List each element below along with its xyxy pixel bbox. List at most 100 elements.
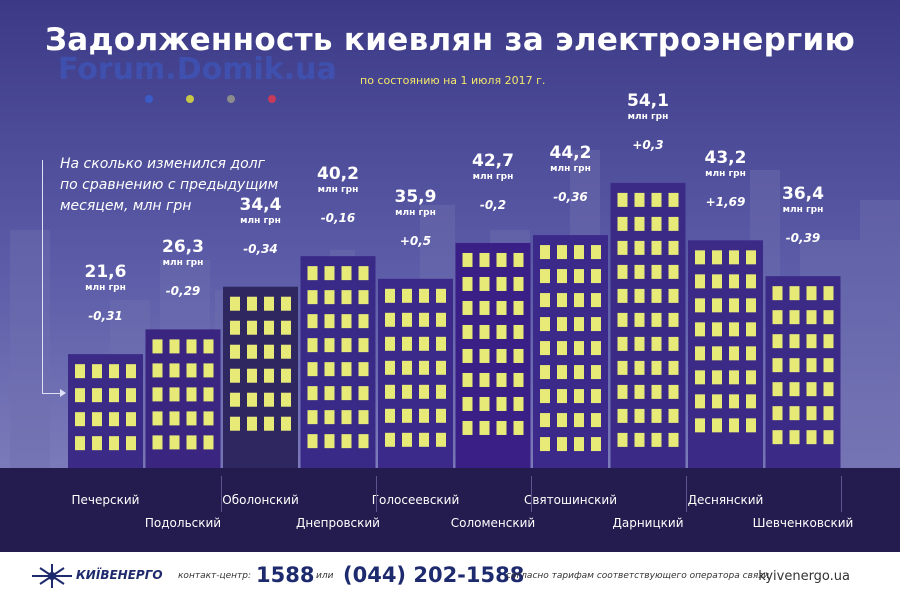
note-line-3: месяцем, млн грн [60,198,192,214]
change-note: На сколько изменился долг по сравнению с… [60,154,278,217]
window [574,437,584,452]
window [109,388,119,403]
window [591,365,601,380]
value-text: 26,3 [162,237,204,258]
window [307,410,318,425]
window [307,314,318,329]
window [591,437,601,452]
buildings-chart [68,182,841,468]
district-name: Деснянский [687,493,764,507]
window [203,387,214,402]
window [462,396,473,411]
window [712,298,722,313]
unit-text: млн грн [317,185,359,196]
window [479,276,490,291]
note-bracket [42,160,43,394]
window [651,216,662,231]
contact-label: контакт-центр: [178,571,252,581]
window [617,384,628,399]
window [772,406,783,421]
window [126,364,136,379]
window [341,338,352,353]
window [591,245,601,260]
window [746,274,756,289]
window [324,338,335,353]
window [496,420,507,435]
window [789,406,800,421]
window [617,408,628,423]
window [324,386,335,401]
window [729,394,739,409]
window [126,412,136,427]
window [668,264,679,279]
window [557,293,567,308]
window [651,288,662,303]
building-bar [533,235,608,468]
window [92,436,102,451]
window [651,312,662,327]
site-link[interactable]: kyivenergo.ua [758,569,850,584]
window [729,370,739,385]
window [806,406,817,421]
bar-value-label: 43,2 млн грн +1,69 [705,148,747,209]
window [591,389,601,404]
bar-value-label: 54,1 млн грн +0,3 [627,91,669,152]
short-number[interactable]: 1588 [256,563,315,587]
note-line-1: На сколько изменился долг [60,156,265,172]
watermark: Forum.Domik.ua [58,52,337,87]
building-bar [378,278,453,468]
window [591,293,601,308]
window [695,394,705,409]
window [574,269,584,284]
window [307,434,318,449]
window [695,274,705,289]
unit-text: млн грн [85,283,126,294]
window [186,387,197,402]
window [823,334,834,349]
phone-number[interactable]: (044) 202-1588 [343,563,525,587]
window [479,324,490,339]
window [152,387,163,402]
window [358,410,369,425]
window [634,360,645,375]
window [419,360,429,375]
window [651,192,662,207]
district-name: Святошинский [523,493,618,507]
window [634,384,645,399]
change-text: +1,69 [705,195,746,210]
window [634,408,645,423]
window [126,388,136,403]
window [152,339,163,354]
window [772,430,783,445]
district-separator [686,476,687,512]
window [695,298,705,313]
value-text: 42,7 [472,150,514,171]
window [462,276,473,291]
window [203,411,214,426]
window [513,348,524,363]
unit-text: млн грн [240,215,281,226]
window [712,250,722,265]
window [75,412,85,427]
window [789,286,800,301]
value-text: 35,9 [394,186,437,207]
window [281,392,291,407]
window [436,384,446,399]
window [668,408,679,423]
building-bar [68,354,143,468]
window [462,324,473,339]
window [772,310,783,325]
window [169,435,180,450]
or-label: или [316,571,334,581]
window [419,384,429,399]
window [92,388,102,403]
window [823,430,834,445]
window [341,434,352,449]
window [574,341,584,356]
window [496,300,507,315]
window [436,408,446,423]
window [402,312,412,327]
unit-text: млн грн [705,169,746,180]
bar-value-label: 34,4 млн грн -0,34 [240,195,282,256]
window [651,432,662,447]
